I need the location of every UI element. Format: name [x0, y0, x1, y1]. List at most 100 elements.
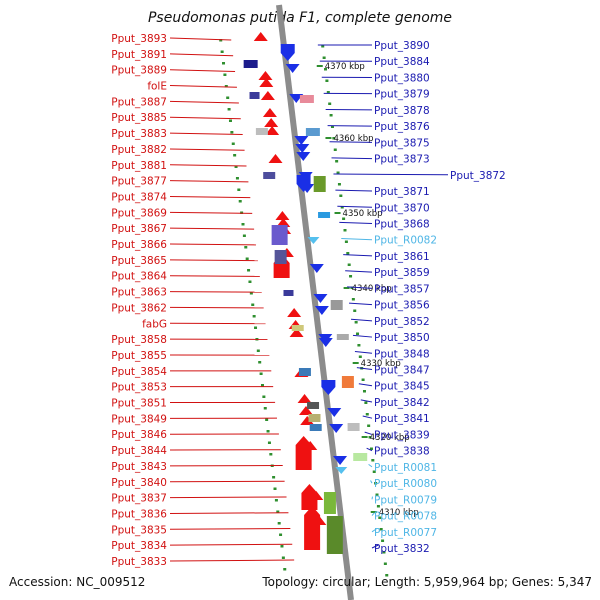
- gene-label-right: Pput_3879: [374, 89, 430, 101]
- gene-label-right: Pput_3868: [374, 218, 430, 230]
- tick-dot: [233, 154, 237, 157]
- gene-label-left: Pput_3837: [111, 493, 167, 505]
- leader-line: [169, 37, 232, 41]
- gene-label-left: Pput_3877: [111, 176, 167, 188]
- tick-dot: [326, 91, 330, 94]
- gene-label-right: Pput_3880: [374, 72, 430, 84]
- forward-gene-block: [304, 506, 321, 550]
- gene-label-left: Pput_3851: [111, 398, 167, 410]
- gene-box: [353, 453, 368, 461]
- gene-label-right: Pput_3861: [374, 251, 430, 263]
- tick-dot: [376, 505, 380, 508]
- leader-line: [337, 205, 373, 208]
- gene-box: [341, 376, 354, 388]
- tick-dot: [242, 234, 246, 237]
- leader-line: [169, 480, 285, 483]
- gene-label-right: Pput_3847: [374, 365, 430, 377]
- gene-label-left: Pput_3866: [111, 239, 167, 251]
- tick-dot: [235, 177, 239, 180]
- reverse-gene-arrow: [329, 424, 344, 433]
- accession-text: Accession: NC_009512: [9, 575, 145, 589]
- tick-dot: [329, 114, 333, 117]
- gene-label-right: Pput_3873: [374, 154, 430, 166]
- gene-box: [255, 128, 268, 135]
- leader-line: [169, 211, 253, 214]
- tick-dot: [220, 50, 224, 53]
- tick-dot: [283, 568, 287, 571]
- gene-label-left: Pput_3858: [111, 334, 167, 346]
- tick-dot: [382, 551, 386, 554]
- forward-gene-arrow: [262, 108, 277, 117]
- gene-label-right: Pput_3871: [374, 186, 430, 198]
- leader-line: [331, 157, 373, 160]
- tick-dot: [332, 137, 336, 140]
- gene-label-left: Pput_3883: [111, 128, 167, 140]
- gene-label-left: Pput_3855: [111, 350, 167, 362]
- map-title: Pseudomonas putida F1, complete genome: [148, 10, 452, 26]
- gene-label-left: Pput_3844: [111, 445, 167, 457]
- forward-gene-block: [295, 436, 312, 470]
- reverse-gene-arrow: [285, 64, 300, 73]
- gene-label-right: Pput_3841: [374, 413, 430, 425]
- gene-label-right: Pput_3850: [374, 332, 430, 344]
- gene-box: [308, 414, 321, 422]
- scale-label: 4330 kbp: [361, 359, 401, 369]
- reverse-gene-block: [321, 380, 336, 395]
- tick-dot: [385, 574, 389, 577]
- gene-label-right: Pput_3842: [374, 397, 430, 409]
- leader-line: [333, 173, 449, 176]
- leader-line: [360, 399, 373, 403]
- tick-dot: [325, 79, 329, 82]
- gene-box: [309, 424, 322, 431]
- gene-box: [305, 128, 320, 136]
- tick-dot: [368, 436, 372, 439]
- forward-gene-arrow: [297, 394, 312, 403]
- gene-box: [307, 402, 320, 409]
- leader-line: [169, 53, 234, 57]
- gene-label-right: Pput_3857: [374, 283, 430, 295]
- forward-gene-arrow: [287, 308, 302, 317]
- gene-label-right: Pput_3839: [374, 429, 430, 441]
- gene-label-left: fabG: [142, 318, 167, 330]
- leader-line: [169, 85, 237, 88]
- forward-gene-arrow: [299, 406, 314, 415]
- reverse-gene-arrow: [313, 294, 328, 303]
- tick-dot: [280, 545, 284, 548]
- gene-label-left: Pput_3835: [111, 524, 167, 536]
- tick-dot: [330, 125, 334, 128]
- tick-dot: [230, 131, 234, 134]
- leader-line: [329, 141, 373, 143]
- tick-dot: [335, 160, 339, 163]
- tick-dot: [266, 430, 270, 433]
- gene-box: [299, 95, 314, 103]
- tick-dot: [241, 223, 245, 226]
- gene-label-left: Pput_3863: [111, 287, 167, 299]
- gene-label-left: Pput_3862: [111, 302, 167, 314]
- gene-label-left: Pput_3840: [111, 477, 167, 489]
- tick-dot: [353, 309, 357, 312]
- rna-gene-arrow: [307, 237, 320, 244]
- leader-line: [169, 195, 251, 199]
- tick-dot: [351, 298, 355, 301]
- tick-dot: [379, 528, 383, 531]
- forward-gene-arrow: [258, 71, 273, 80]
- leader-line: [350, 318, 373, 322]
- gene-label-right: Pput_3845: [374, 381, 430, 393]
- gene-label-left: folE: [147, 81, 167, 93]
- tick-dot: [258, 361, 262, 364]
- scale-labels: 4370 kbp 4360 kbp 4350 kbp 4340 kbp 4330 kbp…: [316, 62, 419, 518]
- gene-box: [274, 250, 287, 264]
- gene-label-right: Pput_R0078: [374, 511, 437, 523]
- forward-gene-arrow: [259, 78, 274, 87]
- tick-dot: [347, 263, 351, 266]
- leader-line: [352, 334, 373, 338]
- reverse-gene-arrow: [296, 152, 311, 161]
- leader-line: [339, 221, 373, 224]
- tick-dot: [381, 539, 385, 542]
- leader-line: [169, 148, 245, 151]
- tick-dot: [383, 562, 387, 565]
- gene-label-right: Pput_3859: [374, 267, 430, 279]
- gene-label-right: Pput_3875: [374, 137, 430, 149]
- tick-dot: [254, 326, 258, 329]
- tick-dot: [269, 453, 273, 456]
